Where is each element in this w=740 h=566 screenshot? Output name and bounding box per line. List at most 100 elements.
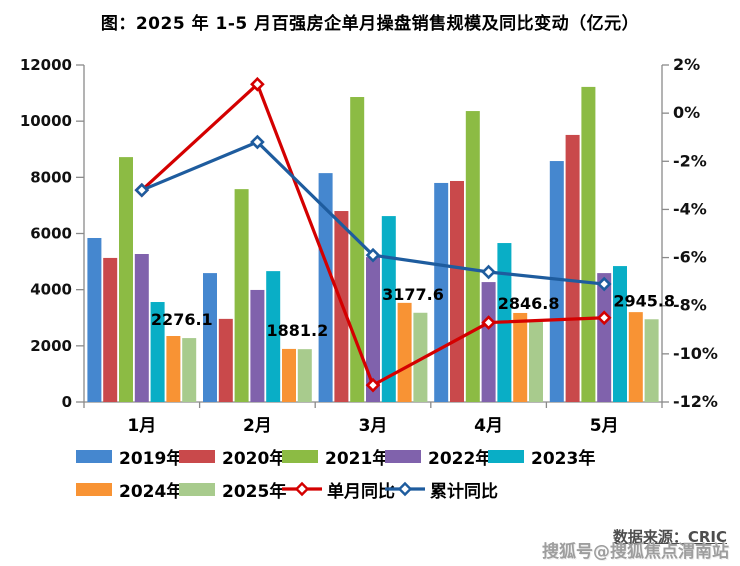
legend-label: 2019年 xyxy=(119,448,184,469)
bar-2022年-4月 xyxy=(481,282,496,402)
bar-value-label: 1881.2 xyxy=(267,321,329,340)
bar-value-label: 2846.8 xyxy=(498,294,560,313)
bar-2021年-2月 xyxy=(234,189,249,402)
legend-swatch-icon xyxy=(488,449,524,463)
legend-swatch-icon xyxy=(179,482,215,496)
bar-2021年-5月 xyxy=(581,86,596,402)
sohu-watermark: 搜狐号@搜狐焦点渭南站 xyxy=(542,542,729,562)
legend-row: 2019年 2020年 2021年 2022年 2023年 xyxy=(76,444,696,469)
chart-title: 图：2025 年 1-5 月百强房企单月操盘销售规模及同比变动（亿元） xyxy=(100,14,640,34)
legend-label: 2025年 xyxy=(222,481,287,502)
bar-2024年-3月 xyxy=(397,302,412,402)
right-axis-label: -4% xyxy=(673,199,707,218)
bar-2023年-3月 xyxy=(381,216,396,402)
bar-2020年-1月 xyxy=(103,257,118,402)
bar-2024年-5月 xyxy=(628,312,643,402)
left-axis-label: 0 xyxy=(62,393,72,411)
marker-单月同比-4月 xyxy=(481,315,496,330)
marker-累计同比-3月 xyxy=(365,247,381,263)
legend-swatch-icon xyxy=(76,449,112,463)
legend-line-marker-icon xyxy=(282,481,322,497)
right-axis-label: -10% xyxy=(673,344,718,363)
bar-2025年-5月 xyxy=(644,319,659,402)
left-axis-label: 6000 xyxy=(30,225,72,243)
data-source-note: 数据来源：CRIC xyxy=(612,528,727,546)
bar-2019年-3月 xyxy=(318,173,333,402)
marker-单月同比-5月 xyxy=(596,310,612,326)
legend-item-2024年: 2024年 xyxy=(76,477,183,502)
left-axis-label: 8000 xyxy=(30,168,72,186)
bar-2023年-1月 xyxy=(150,302,165,402)
legend-item-2021年: 2021年 xyxy=(282,444,389,469)
bar-2020年-4月 xyxy=(450,180,464,402)
bar-2025年-2月 xyxy=(297,349,312,402)
x-axis-category-label: 4月 xyxy=(474,416,503,436)
marker-累计同比-5月 xyxy=(596,276,612,292)
legend-label: 2021年 xyxy=(325,448,390,469)
left-axis-label: 2000 xyxy=(30,337,72,355)
marker-单月同比-2月 xyxy=(250,76,265,92)
bar-2025年-1月 xyxy=(182,338,197,402)
bar-value-label: 2945.8 xyxy=(613,291,675,310)
bar-2022年-2月 xyxy=(250,289,265,402)
legend-row: 2024年 2025年 单月同比 累计同比 xyxy=(76,477,696,502)
legend-item-累计同比: 累计同比 xyxy=(385,477,498,502)
legend-swatch-icon xyxy=(385,449,421,463)
legend-item-单月同比: 单月同比 xyxy=(282,477,395,502)
legend-line-marker-icon xyxy=(385,481,425,497)
legend-label: 2023年 xyxy=(531,448,596,469)
legend-label: 2022年 xyxy=(428,448,493,469)
bar-2025年-3月 xyxy=(413,312,428,402)
bar-2019年-2月 xyxy=(203,273,217,402)
legend-item-2023年: 2023年 xyxy=(488,444,595,469)
left-axis-label: 4000 xyxy=(30,281,72,299)
bar-2021年-1月 xyxy=(119,157,133,402)
bar-2023年-5月 xyxy=(613,266,627,402)
bar-2025年-4月 xyxy=(529,322,543,402)
right-axis-label: -2% xyxy=(673,151,707,170)
marker-累计同比-1月 xyxy=(134,182,150,198)
bar-2023年-2月 xyxy=(266,271,281,402)
bar-2024年-1月 xyxy=(166,336,181,402)
bar-2022年-3月 xyxy=(366,257,380,402)
legend-label: 累计同比 xyxy=(430,481,498,502)
bar-2019年-1月 xyxy=(87,237,102,402)
legend-swatch-icon xyxy=(76,482,112,496)
legend-swatch-icon xyxy=(179,449,215,463)
bar-2020年-5月 xyxy=(565,134,580,403)
bar-value-label: 2276.1 xyxy=(151,310,213,329)
x-axis-category-label: 3月 xyxy=(359,416,388,436)
legend-item-2019年: 2019年 xyxy=(76,444,183,469)
marker-累计同比-2月 xyxy=(250,134,265,150)
bar-2020年-2月 xyxy=(218,318,233,402)
x-axis-category-label: 2月 xyxy=(243,416,272,436)
legend-item-2022年: 2022年 xyxy=(385,444,492,469)
legend-label: 2020年 xyxy=(222,448,287,469)
bar-2019年-5月 xyxy=(549,161,564,402)
legend-label: 2024年 xyxy=(119,481,184,502)
right-axis-label: -8% xyxy=(673,296,707,315)
right-axis-label: 2% xyxy=(673,55,700,74)
bar-2021年-4月 xyxy=(465,111,480,402)
right-axis-label: -6% xyxy=(673,248,707,267)
legend-item-2025年: 2025年 xyxy=(179,477,286,502)
marker-累计同比-4月 xyxy=(481,264,496,280)
bar-2024年-4月 xyxy=(513,312,528,402)
chart-legend: 2019年 2020年 2021年 2022年 2023年 2024年 2025年 单月同比 累… xyxy=(76,446,696,512)
bar-2022年-1月 xyxy=(134,254,149,402)
x-axis-category-label: 1月 xyxy=(127,416,156,436)
x-axis-category-label: 5月 xyxy=(590,416,619,436)
legend-item-2020年: 2020年 xyxy=(179,444,286,469)
right-axis-label: 0% xyxy=(673,103,700,122)
bar-2021年-3月 xyxy=(350,97,365,402)
right-axis-label: -12% xyxy=(673,392,718,411)
bar-2024年-2月 xyxy=(282,348,296,402)
legend-label: 单月同比 xyxy=(327,481,395,502)
legend-swatch-icon xyxy=(282,449,318,463)
left-axis-label: 12000 xyxy=(20,56,72,74)
marker-单月同比-3月 xyxy=(365,377,381,393)
left-axis-label: 10000 xyxy=(20,112,72,130)
bar-2022年-5月 xyxy=(597,273,612,402)
